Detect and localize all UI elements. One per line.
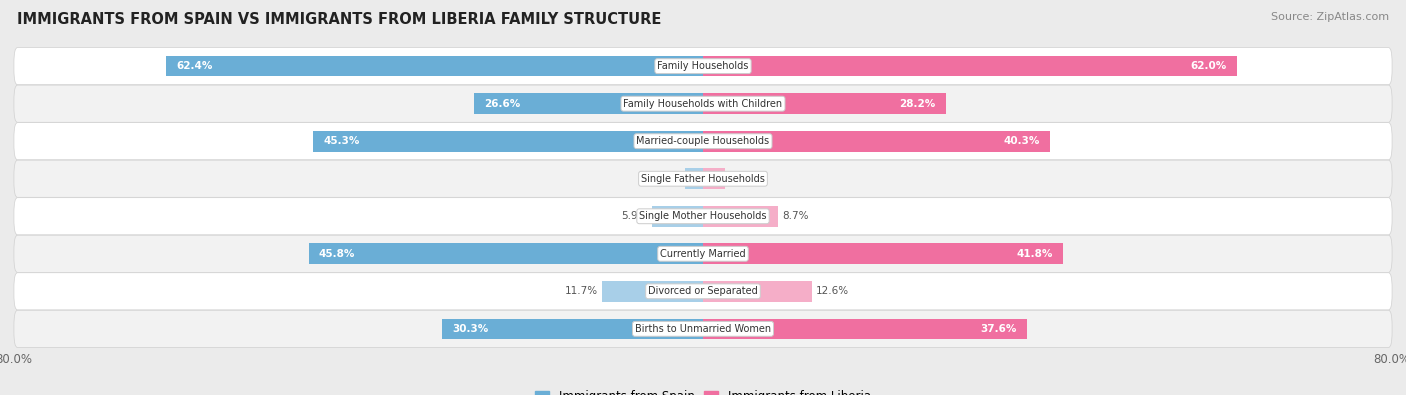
Bar bbox=[703, 206, 778, 227]
Text: Divorced or Separated: Divorced or Separated bbox=[648, 286, 758, 296]
FancyBboxPatch shape bbox=[14, 160, 1392, 198]
Text: 62.0%: 62.0% bbox=[1191, 61, 1226, 71]
Text: 12.6%: 12.6% bbox=[815, 286, 849, 296]
Text: 45.3%: 45.3% bbox=[323, 136, 360, 146]
Bar bbox=[703, 243, 1063, 264]
Text: 5.9%: 5.9% bbox=[621, 211, 648, 221]
Bar bbox=[166, 56, 703, 77]
Text: Single Father Households: Single Father Households bbox=[641, 174, 765, 184]
Text: 45.8%: 45.8% bbox=[319, 249, 356, 259]
Text: 41.8%: 41.8% bbox=[1017, 249, 1053, 259]
Text: 26.6%: 26.6% bbox=[484, 99, 520, 109]
Bar bbox=[652, 206, 703, 227]
Text: Family Households: Family Households bbox=[658, 61, 748, 71]
FancyBboxPatch shape bbox=[14, 85, 1392, 122]
FancyBboxPatch shape bbox=[14, 122, 1392, 160]
Bar bbox=[703, 131, 1050, 152]
FancyBboxPatch shape bbox=[14, 47, 1392, 85]
Text: 2.5%: 2.5% bbox=[728, 174, 755, 184]
Text: 40.3%: 40.3% bbox=[1004, 136, 1039, 146]
Text: Family Households with Children: Family Households with Children bbox=[623, 99, 783, 109]
Bar bbox=[602, 281, 703, 302]
FancyBboxPatch shape bbox=[14, 235, 1392, 273]
Bar bbox=[685, 168, 703, 189]
Text: 28.2%: 28.2% bbox=[900, 99, 935, 109]
FancyBboxPatch shape bbox=[14, 310, 1392, 348]
Bar bbox=[703, 168, 724, 189]
Text: IMMIGRANTS FROM SPAIN VS IMMIGRANTS FROM LIBERIA FAMILY STRUCTURE: IMMIGRANTS FROM SPAIN VS IMMIGRANTS FROM… bbox=[17, 12, 661, 27]
FancyBboxPatch shape bbox=[14, 273, 1392, 310]
Text: 62.4%: 62.4% bbox=[176, 61, 212, 71]
Text: 2.1%: 2.1% bbox=[654, 174, 681, 184]
Text: 11.7%: 11.7% bbox=[565, 286, 598, 296]
Bar bbox=[703, 281, 811, 302]
Bar bbox=[703, 93, 946, 114]
Bar bbox=[703, 56, 1237, 77]
Text: Births to Unmarried Women: Births to Unmarried Women bbox=[636, 324, 770, 334]
Text: 30.3%: 30.3% bbox=[453, 324, 489, 334]
Text: Source: ZipAtlas.com: Source: ZipAtlas.com bbox=[1271, 12, 1389, 22]
Text: 8.7%: 8.7% bbox=[782, 211, 808, 221]
FancyBboxPatch shape bbox=[14, 198, 1392, 235]
Bar bbox=[314, 131, 703, 152]
Text: Currently Married: Currently Married bbox=[661, 249, 745, 259]
Text: 37.6%: 37.6% bbox=[980, 324, 1017, 334]
Text: Single Mother Households: Single Mother Households bbox=[640, 211, 766, 221]
Legend: Immigrants from Spain, Immigrants from Liberia: Immigrants from Spain, Immigrants from L… bbox=[530, 385, 876, 395]
Bar bbox=[441, 318, 703, 339]
Bar bbox=[474, 93, 703, 114]
Bar bbox=[703, 318, 1026, 339]
Text: Married-couple Households: Married-couple Households bbox=[637, 136, 769, 146]
Bar bbox=[308, 243, 703, 264]
